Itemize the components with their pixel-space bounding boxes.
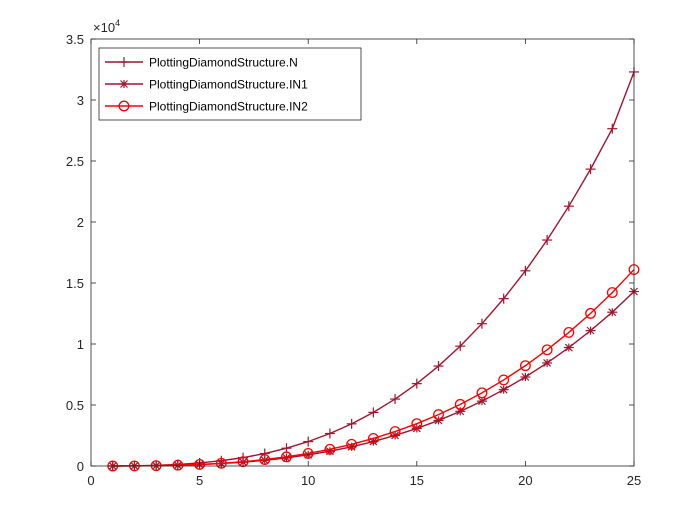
data-point	[433, 361, 444, 372]
y-tick-label: 0.5	[66, 398, 84, 413]
marker-ring	[541, 344, 553, 356]
data-point	[215, 457, 227, 469]
x-tick-label: 15	[410, 473, 424, 488]
data-point	[585, 307, 597, 319]
legend-item: PlottingDiamondStructure.IN1	[105, 78, 308, 92]
marker-ring	[324, 443, 336, 455]
legend-item: PlottingDiamondStructure.N	[105, 56, 298, 70]
data-point	[476, 318, 487, 329]
data-point	[542, 358, 553, 367]
data-point	[368, 407, 379, 418]
y-exponent-power: 4	[115, 18, 120, 28]
data-point	[237, 456, 249, 468]
data-point	[563, 343, 574, 352]
marker-ring	[519, 360, 531, 372]
x-tick-label: 5	[196, 473, 203, 488]
y-tick-label: 1	[77, 337, 84, 352]
marker-ring	[498, 374, 510, 386]
marker-ring	[367, 433, 379, 444]
data-point	[476, 397, 487, 406]
legend: PlottingDiamondStructure.N PlottingDiamon…	[98, 47, 362, 121]
marker-ring	[237, 456, 249, 468]
marker-ring	[411, 418, 423, 430]
legend-marker	[119, 57, 129, 67]
marker-ring	[302, 448, 314, 459]
marker-ring	[172, 459, 184, 471]
data-point	[519, 360, 531, 372]
legend-marker	[119, 80, 129, 88]
x-tick-label: 10	[301, 473, 315, 488]
y-exponent-base: ×10	[93, 20, 115, 35]
data-point	[281, 451, 292, 463]
data-point	[346, 438, 358, 450]
data-point	[411, 418, 423, 430]
data-point	[563, 326, 575, 338]
marker-ring	[281, 451, 292, 463]
legend-label: PlottingDiamondStructure.N	[149, 56, 298, 70]
data-point	[476, 387, 488, 399]
marker-ring	[606, 287, 618, 299]
data-point	[389, 426, 401, 438]
marker-ring	[389, 426, 401, 438]
marker-ring	[476, 387, 488, 399]
data-point	[607, 123, 618, 134]
marker-ring	[194, 458, 206, 470]
data-point	[172, 459, 184, 471]
y-tick-label: 3.5	[66, 32, 84, 47]
data-point	[563, 201, 574, 212]
y-tick-label: 3	[77, 93, 84, 108]
data-point	[324, 443, 336, 455]
data-point	[607, 308, 618, 317]
data-point	[498, 385, 509, 394]
axes-box	[90, 38, 635, 467]
y-exponent-label: ×104	[93, 18, 120, 35]
data-point	[324, 428, 335, 439]
data-point	[541, 344, 553, 356]
data-point	[520, 265, 531, 276]
data-point	[390, 394, 401, 405]
marker-ring	[259, 454, 271, 466]
data-point	[433, 409, 444, 421]
axes: 0 5 10 15 20 25 0 0.5 1 1.5 2 2.5 3 3.5	[66, 32, 641, 488]
data-point	[498, 293, 509, 304]
marker-ring	[346, 438, 358, 450]
data-point	[606, 287, 618, 299]
data-point	[303, 436, 314, 447]
marker-ring	[563, 326, 575, 338]
data-point	[454, 398, 466, 410]
x-tick-label: 20	[518, 473, 532, 488]
data-point	[455, 341, 466, 352]
data-point	[411, 378, 422, 389]
marker-ring	[585, 307, 597, 319]
x-tick-label: 25	[627, 473, 641, 488]
marker-ring	[433, 409, 444, 421]
data-point	[585, 326, 596, 335]
marker-ring	[118, 100, 130, 112]
legend-label: PlottingDiamondStructure.IN1	[149, 78, 308, 92]
data-point	[194, 458, 206, 470]
data-point	[520, 372, 531, 381]
data-point	[346, 418, 357, 429]
y-tick-label: 1.5	[66, 276, 84, 291]
x-tick-label: 0	[87, 473, 94, 488]
data-point	[259, 454, 271, 466]
data-point	[367, 433, 379, 444]
marker-ring	[454, 398, 466, 410]
data-point	[302, 448, 314, 459]
data-point	[498, 374, 510, 386]
legend-label: PlottingDiamondStructure.IN2	[149, 100, 308, 114]
y-tick-label: 2	[77, 215, 84, 230]
legend-marker	[118, 100, 130, 112]
data-point	[585, 164, 596, 175]
marker-ring	[215, 457, 227, 469]
legend-item: PlottingDiamondStructure.IN2	[105, 100, 308, 114]
y-tick-label: 2.5	[66, 154, 84, 169]
y-tick-label: 0	[77, 459, 84, 474]
data-point	[542, 235, 553, 246]
